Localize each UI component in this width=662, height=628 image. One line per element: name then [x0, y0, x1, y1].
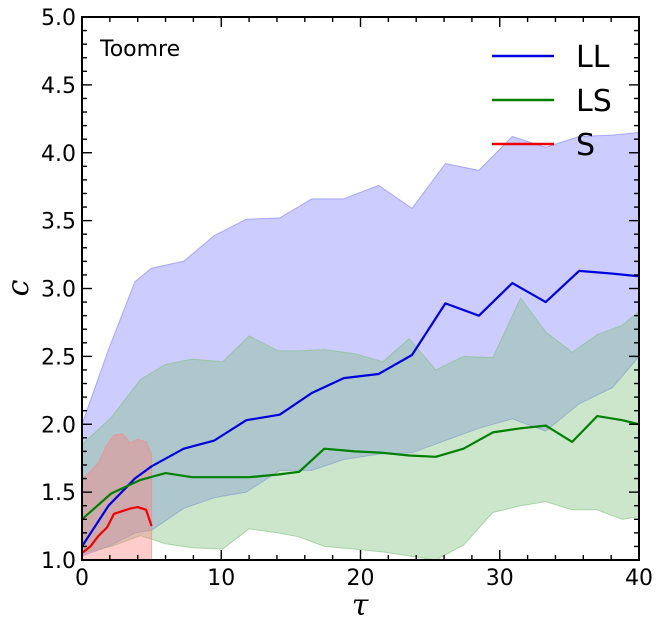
- x-tick-label: 10: [207, 566, 235, 591]
- y-tick-label: 3.0: [41, 278, 76, 303]
- y-tick-label: 2.0: [41, 413, 76, 438]
- y-tick-label: 4.5: [41, 74, 76, 99]
- x-axis-label: τ: [352, 588, 369, 623]
- line-s: [82, 506, 153, 555]
- y-tick-label: 2.5: [41, 345, 76, 370]
- y-tick-label: 1.5: [41, 481, 76, 506]
- y-axis-label: c: [1, 279, 36, 296]
- line-ls: [82, 415, 639, 521]
- y-tick-label: 3.5: [41, 210, 76, 235]
- legend-label-ll: LL: [576, 40, 610, 75]
- x-tick-label: 30: [486, 566, 514, 591]
- x-tick-label: 0: [75, 566, 89, 591]
- y-tick-label: 4.0: [41, 142, 76, 167]
- band-ll: [82, 131, 639, 557]
- y-tick-label: 5.0: [41, 6, 76, 31]
- legend-label-s: S: [576, 128, 595, 163]
- y-tick-label: 1.0: [41, 549, 76, 574]
- x-tick-label: 20: [347, 566, 375, 591]
- legend: LL LS S: [492, 40, 612, 163]
- x-tick-label: 40: [625, 566, 653, 591]
- line-ll: [82, 269, 639, 548]
- band-ls: [82, 297, 639, 560]
- annotation-toomre: Toomre: [99, 37, 180, 62]
- legend-label-ls: LS: [576, 84, 612, 119]
